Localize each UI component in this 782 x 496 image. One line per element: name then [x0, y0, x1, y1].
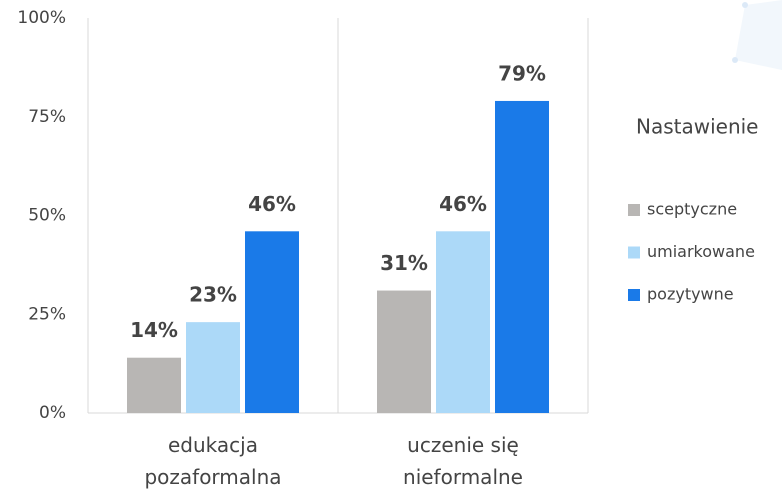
value-label: 46% [439, 192, 487, 216]
value-label: 79% [498, 61, 546, 85]
decor-dot [742, 2, 748, 8]
y-tick-label: 75% [28, 107, 66, 127]
legend-swatch [628, 204, 640, 216]
legend-label: sceptyczne [647, 200, 737, 219]
x-tick-label: edukacja pozaformalna [144, 433, 281, 489]
bar [245, 231, 299, 413]
bar [377, 290, 431, 413]
value-label: 14% [130, 318, 178, 342]
x-tick-label-line: uczenie się [407, 433, 519, 457]
value-label: 46% [248, 192, 296, 216]
bar [186, 322, 240, 413]
bar [495, 100, 549, 413]
x-tick-label-line: nieformalne [403, 465, 523, 489]
bar [127, 357, 181, 413]
y-tick-label: 50% [28, 206, 66, 226]
y-tick-label: 0% [39, 403, 66, 423]
x-tick-label-line: pozaformalna [144, 465, 281, 489]
legend-swatch [628, 289, 640, 301]
decor-shape [735, 0, 782, 70]
decoration [732, 0, 782, 70]
value-label: 31% [380, 251, 428, 275]
value-label: 23% [189, 283, 237, 307]
x-tick-label-line: edukacja [168, 433, 258, 457]
bar [436, 231, 490, 413]
legend-title: Nastawienie [636, 115, 759, 139]
legend-swatch [628, 246, 640, 259]
x-tick-label: uczenie się nieformalne [403, 433, 523, 489]
legend-label: pozytywne [647, 285, 734, 304]
legend-label: umiarkowane [647, 242, 755, 261]
y-tick-label: 25% [28, 304, 66, 324]
y-tick-label: 100% [17, 8, 66, 28]
decor-dot [732, 57, 738, 63]
